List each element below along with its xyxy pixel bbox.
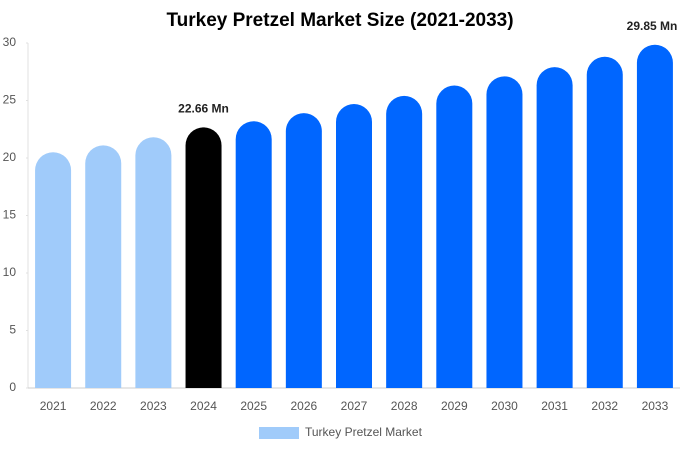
x-tick-label: 2031 — [541, 399, 568, 413]
bar — [85, 145, 122, 388]
x-tick-label: 2028 — [391, 399, 418, 413]
y-tick-label: 30 — [3, 35, 17, 49]
chart-title: Turkey Pretzel Market Size (2021-2033) — [166, 10, 513, 31]
y-tick-label: 5 — [9, 323, 16, 337]
legend-label: Turkey Pretzel Market — [305, 425, 423, 439]
bar — [586, 56, 623, 389]
bar — [285, 113, 322, 388]
legend-swatch — [259, 427, 299, 439]
value-label: 22.66 Mn — [178, 102, 229, 116]
bar — [536, 67, 573, 389]
value-label: 29.85 Mn — [627, 19, 678, 33]
x-tick-label: 2021 — [40, 399, 67, 413]
bar — [35, 152, 72, 388]
y-tick-label: 25 — [3, 93, 17, 107]
x-tick-label: 2023 — [140, 399, 167, 413]
bar — [135, 137, 172, 388]
bar — [235, 121, 272, 389]
x-tick-label: 2026 — [290, 399, 317, 413]
y-tick-label: 0 — [9, 380, 16, 394]
x-tick-label: 2024 — [190, 399, 217, 413]
y-tick-label: 10 — [3, 265, 17, 279]
x-tick-label: 2032 — [591, 399, 618, 413]
bar — [386, 95, 423, 389]
x-tick-label: 2022 — [90, 399, 117, 413]
x-tick-label: 2027 — [341, 399, 368, 413]
x-tick-label: 2033 — [642, 399, 669, 413]
x-tick-label: 2030 — [491, 399, 518, 413]
y-tick-label: 20 — [3, 150, 17, 164]
bar — [336, 103, 372, 388]
y-tick-label: 15 — [3, 208, 17, 222]
bar — [436, 85, 473, 389]
bar — [636, 44, 673, 388]
x-tick-label: 2025 — [240, 399, 267, 413]
bar — [486, 76, 523, 388]
bar — [185, 127, 222, 389]
x-tick-label: 2029 — [441, 399, 468, 413]
